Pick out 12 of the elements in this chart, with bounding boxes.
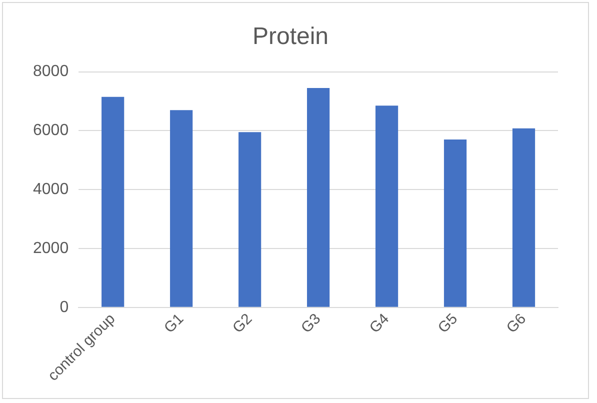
x-tick-label: G5 [434,310,462,337]
chart-title: Protein [252,23,329,50]
x-tick-label: G6 [503,310,530,337]
y-tick-label: 8000 [33,63,69,80]
x-tick-label: G2 [229,310,256,337]
x-tick-label: G1 [160,310,188,337]
y-tick-label: 2000 [33,240,69,257]
y-tick-label: 6000 [33,122,69,140]
x-tick-label: G4 [366,310,393,337]
y-tick-label: 0 [60,298,69,316]
x-tick-label: G3 [298,310,324,337]
y-tick-label: 4000 [33,180,69,198]
